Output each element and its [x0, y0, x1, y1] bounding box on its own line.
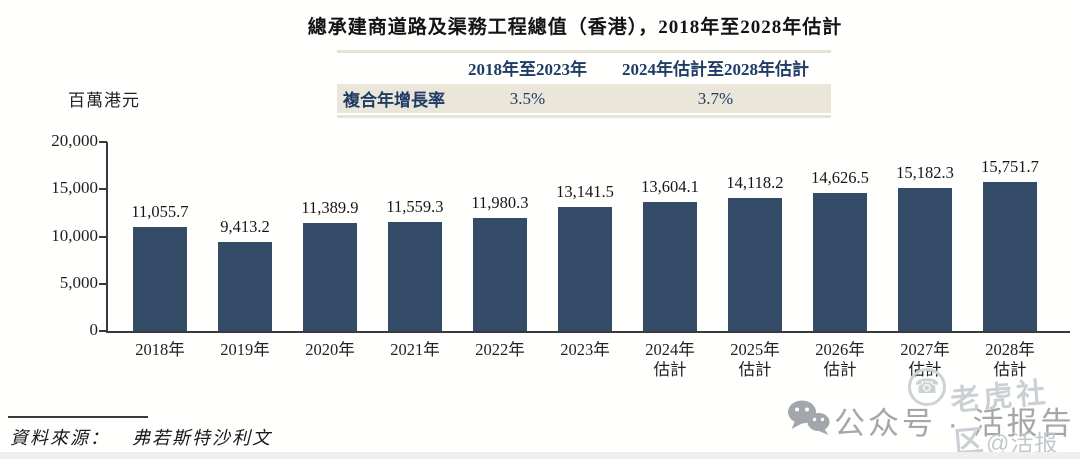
bar-2025年估計: [728, 198, 782, 331]
x-axis-label-year: 2024年: [645, 340, 695, 359]
bar-2021年: [388, 222, 442, 331]
y-tick-mark: [99, 282, 107, 285]
wechat-icon: [788, 400, 830, 435]
x-axis-label-year: 2027年: [900, 340, 950, 359]
source-text: 弗若斯特沙利文: [132, 428, 272, 448]
chart-title: 總承建商道路及渠務工程總值（香港），2018年至2028年估計: [307, 17, 843, 38]
x-axis-label-year: 2025年: [730, 340, 780, 359]
x-axis-label: 2028年 估計: [955, 340, 1065, 380]
wechat-watermark-label: 公众号 · 活报告: [834, 406, 1075, 441]
y-tick-label: 20,000: [51, 131, 98, 150]
bar-2028年估計: [983, 182, 1037, 331]
bottom-edge-strip: [0, 452, 1080, 459]
cagr-table: 2018年至2023年 2024年估計至2028年估計 複合年增長率 3.5% …: [337, 50, 831, 118]
x-axis-label-year: 2021年: [390, 340, 440, 359]
x-axis-label: 2020年: [275, 340, 385, 360]
source-note: 資料來源： 弗若斯特沙利文: [10, 424, 272, 450]
bar-value-label: 15,182.3: [896, 163, 954, 182]
bar-value-label: 11,389.9: [301, 198, 359, 217]
bar-2020年: [303, 223, 357, 331]
y-tick-label: 15,000: [51, 178, 98, 198]
y-tick-label: 10,000: [51, 225, 98, 245]
bar-2018年: [133, 227, 187, 331]
x-axis-label: 2024年 估計: [615, 340, 725, 380]
x-axis-line: [106, 331, 1070, 333]
x-axis-label: 2021年: [360, 340, 470, 360]
laohu-logo-icon: ☎: [908, 368, 946, 406]
bar-value-label: 11,559.3: [386, 197, 444, 216]
cagr-header-period1: 2018年至2023年: [468, 60, 587, 79]
bar-2022年: [473, 218, 527, 331]
y-tick-label: 5,000: [59, 272, 98, 292]
y-axis-line: [106, 142, 108, 332]
bar-value-label: 14,118.2: [726, 173, 784, 192]
bar-2026年估計: [813, 193, 867, 331]
cagr-table-bottom-rule: [337, 115, 831, 118]
bar-value-label: 14,626.5: [811, 168, 869, 187]
cagr-value-period1: 3.5%: [509, 88, 546, 108]
x-axis-label: 2026年 估計: [785, 340, 895, 380]
x-axis-label: 2023年: [530, 340, 640, 360]
watermark-handle: @活报告: [986, 430, 1059, 456]
y-axis-unit-label: 百萬港元: [68, 91, 140, 110]
x-axis-label-year: 2018年: [135, 340, 185, 359]
bar-value-label: 11,980.3: [471, 193, 529, 212]
bar-value-label: 13,141.5: [556, 182, 614, 201]
cagr-value-period2: 3.7%: [697, 88, 734, 108]
x-axis-label: 2025年 估計: [700, 340, 810, 380]
bar-2019年: [218, 242, 272, 331]
y-tick-mark: [99, 141, 107, 143]
x-axis-label: 2022年: [445, 340, 555, 360]
y-tick-mark: [99, 330, 107, 332]
source-prefix: 資料來源：: [10, 428, 110, 448]
x-axis-label-estimate: 估計: [738, 360, 772, 379]
x-axis-label-year: 2019年: [220, 340, 270, 359]
cagr-header-period2: 2024年估計至2028年估計: [622, 60, 809, 79]
source-divider-rule: [8, 416, 148, 418]
x-axis-label-estimate: 估計: [653, 360, 687, 379]
bar-value-label: 11,055.7: [131, 202, 189, 221]
x-axis-label-estimate: 估計: [823, 360, 857, 379]
x-axis-label: 2018年: [105, 340, 215, 360]
cagr-table-data-row: 複合年增長率 3.5% 3.7%: [337, 82, 831, 115]
bar-value-label: 15,751.7: [981, 157, 1039, 176]
x-axis-label-estimate: 估計: [993, 360, 1027, 379]
cagr-table-header-row: 2018年至2023年 2024年估計至2028年估計: [337, 53, 831, 82]
bar-value-label: 13,604.1: [641, 177, 699, 196]
bar-2024年估計: [643, 202, 697, 331]
x-axis-label-year: 2028年: [985, 340, 1035, 359]
bar-2023年: [558, 207, 612, 331]
y-tick-mark: [99, 235, 107, 238]
y-tick-mark: [99, 188, 107, 191]
bar-value-label: 9,413.2: [220, 217, 270, 236]
y-tick-label: 0: [89, 320, 99, 339]
cagr-table-top-rule: [337, 50, 831, 53]
x-axis-label-year: 2023年: [560, 340, 610, 359]
x-axis-label-year: 2026年: [815, 340, 865, 359]
x-axis-label: 2019年: [190, 340, 300, 360]
x-axis-label-year: 2020年: [305, 340, 355, 359]
bar-2027年估計: [898, 188, 952, 331]
x-axis-label-year: 2022年: [475, 340, 525, 359]
cagr-row-label: 複合年增長率: [343, 91, 445, 110]
